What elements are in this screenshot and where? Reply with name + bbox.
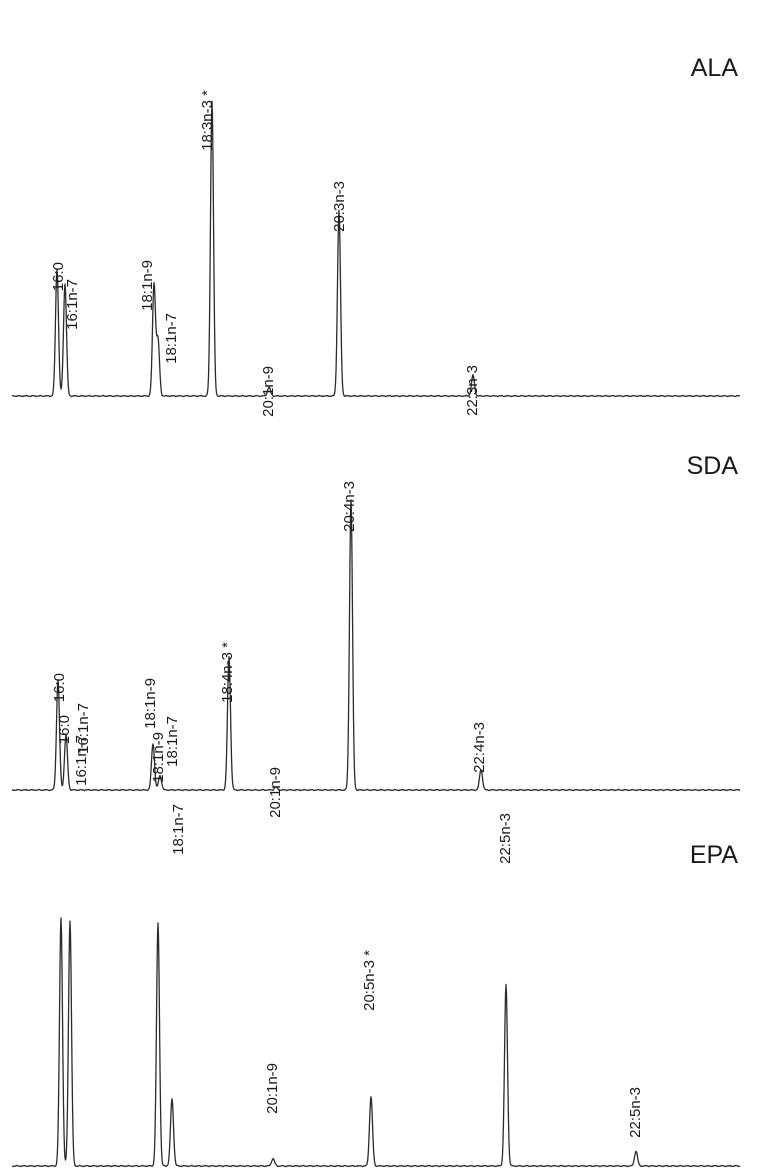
chromatogram-trace — [11, 917, 741, 1168]
peak-label-18-1n-9: 18:1n-9 — [139, 260, 156, 311]
panel-title: SDA — [687, 452, 739, 480]
peak-label-22-3n-3: 22:3n-3 — [464, 365, 481, 416]
peak-label-16-0: 16:0 — [56, 715, 73, 744]
peak-label-16-0: 16:0 — [51, 673, 68, 702]
peak-label-22-5n-3: 22:5n-3 — [497, 813, 514, 864]
peak-labels: 16:0 16:1n-7 18:1n-9 18:1n-7 18:3n-3 * 2… — [50, 90, 481, 417]
peak-label-18-1n-7: 18:1n-7 — [163, 313, 180, 364]
peak-labels: 16:0 16:1n-7 18:1n-9 18:1n-7 18:4n-3 * 2… — [51, 481, 488, 818]
chromatogram-panel-sda: SDA 16:0 16:1n-7 18:1n-9 18:1n-7 18:4n-3… — [11, 452, 741, 818]
peak-label-18-3n-3: 18:3n-3 * — [199, 90, 216, 151]
peak-label-18-4n-3: 18:4n-3 * — [219, 642, 236, 703]
peak-label-20-1n-9: 20:1n-9 — [260, 366, 277, 417]
panel-title: EPA — [690, 841, 738, 869]
peak-label-18-1n-9: 18:1n-9 — [150, 732, 167, 783]
peak-label-22-4n-3: 22:4n-3 — [471, 722, 488, 773]
chromatogram-trace — [11, 499, 741, 792]
chromatogram-panel-epa: EPA 16:0 16:1n-7 18:1n-9 18:1n-7 20:1n-9… — [11, 715, 741, 1168]
peak-label-18-1n-9: 18:1n-9 — [142, 678, 159, 729]
peak-label-16-1n-7: 16:1n-7 — [64, 279, 81, 330]
peak-label-22-5n-3-late: 22:5n-3 — [627, 1087, 644, 1138]
panel-title: ALA — [691, 54, 739, 82]
peak-labels: 16:0 16:1n-7 18:1n-9 18:1n-7 20:1n-9 20:… — [56, 715, 644, 1138]
peak-label-18-1n-7: 18:1n-7 — [164, 716, 181, 767]
peak-label-20-4n-3: 20:4n-3 — [341, 481, 358, 532]
peak-label-20-1n-9: 20:1n-9 — [267, 767, 284, 818]
chromatogram-panel-ala: ALA 16:0 16:1n-7 18:1n-9 18:1n-7 18:3n-3… — [11, 54, 741, 417]
peak-label-20-1n-9: 20:1n-9 — [264, 1063, 281, 1114]
peak-label-16-1n-7: 16:1n-7 — [75, 703, 92, 754]
chromatogram-trace — [11, 100, 741, 398]
peak-label-16-0: 16:0 — [50, 262, 67, 291]
peak-label-20-3n-3: 20:3n-3 — [331, 181, 348, 232]
peak-label-18-1n-7: 18:1n-7 — [170, 804, 187, 855]
peak-label-16-1n-7: 16:1n-7 — [73, 735, 90, 786]
peak-label-20-5n-3: 20:5n-3 * — [361, 950, 378, 1011]
